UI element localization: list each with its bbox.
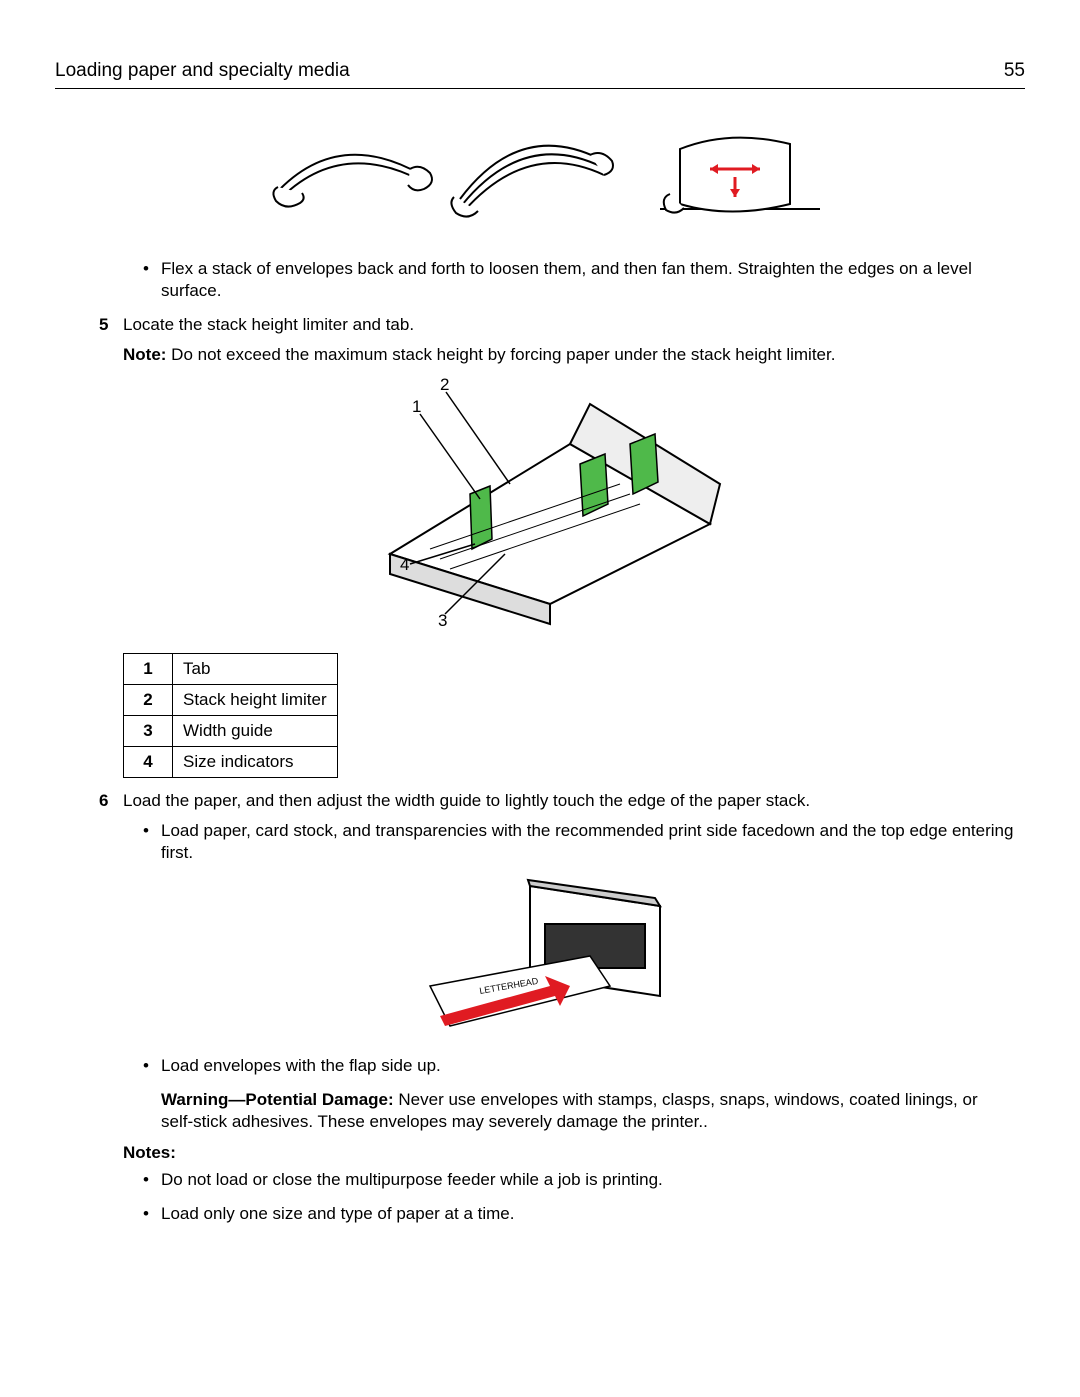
notes-item-2-text: Load only one size and type of paper at … — [161, 1203, 1015, 1225]
legend-val: Width guide — [173, 716, 338, 747]
callout-3: 3 — [438, 611, 447, 630]
legend-table: 1 Tab 2 Stack height limiter 3 Width gui… — [123, 653, 338, 778]
notes-item-1-text: Do not load or close the multipurpose fe… — [161, 1169, 1015, 1191]
legend-key: 2 — [124, 685, 173, 716]
step-6-sub1-text: Load paper, card stock, and transparenci… — [161, 820, 1015, 864]
step-6-sub2: • Load envelopes with the flap side up. — [143, 1055, 1015, 1077]
legend-key: 4 — [124, 747, 173, 778]
note-text: Do not exceed the maximum stack height b… — [166, 345, 835, 364]
header-title: Loading paper and specialty media — [55, 60, 350, 82]
step-5-text: Locate the stack height limiter and tab. — [123, 315, 414, 334]
table-row: 3 Width guide — [124, 716, 338, 747]
bullet-icon: • — [143, 1203, 161, 1225]
figure-flex-envelopes — [55, 119, 1025, 244]
warning-label: Warning—Potential Damage: — [161, 1090, 394, 1109]
page-header: Loading paper and specialty media 55 — [55, 60, 1025, 89]
flex-illustration — [260, 119, 820, 239]
callout-1: 1 — [412, 397, 421, 416]
legend-key: 1 — [124, 654, 173, 685]
tray-illustration: 1 2 4 3 — [320, 374, 760, 634]
manual-page: Loading paper and specialty media 55 — [0, 0, 1080, 1397]
header-page-number: 55 — [1004, 60, 1025, 82]
table-row: 2 Stack height limiter — [124, 685, 338, 716]
bullet-icon: • — [143, 820, 161, 864]
legend-val: Size indicators — [173, 747, 338, 778]
step-number: 6 — [99, 790, 123, 812]
callout-4: 4 — [400, 555, 409, 574]
step-5-note: Note: Do not exceed the maximum stack he… — [123, 344, 1015, 366]
step-6-sub1: • Load paper, card stock, and transparen… — [143, 820, 1015, 864]
bullet-icon: • — [143, 1169, 161, 1191]
legend-val: Tab — [173, 654, 338, 685]
notes-heading: Notes: — [123, 1143, 1025, 1163]
bullet-flex: • Flex a stack of envelopes back and for… — [143, 258, 1015, 302]
step-5: 5 Locate the stack height limiter and ta… — [99, 314, 1015, 336]
table-row: 1 Tab — [124, 654, 338, 685]
step-6-sub2-text: Load envelopes with the flap side up. — [161, 1055, 1015, 1077]
legend-key: 3 — [124, 716, 173, 747]
note-label: Note: — [123, 345, 166, 364]
table-row: 4 Size indicators — [124, 747, 338, 778]
callout-2: 2 — [440, 375, 449, 394]
bullet-flex-text: Flex a stack of envelopes back and forth… — [161, 258, 1015, 302]
legend-val: Stack height limiter — [173, 685, 338, 716]
figure-tray-callouts: 1 2 4 3 — [55, 374, 1025, 639]
bullet-icon: • — [143, 1055, 161, 1077]
bullet-icon: • — [143, 258, 161, 302]
notes-item-2: • Load only one size and type of paper a… — [143, 1203, 1015, 1225]
warning-block: Warning—Potential Damage: Never use enve… — [161, 1089, 1015, 1133]
insert-illustration: LETTERHEAD — [410, 876, 670, 1036]
step-6: 6 Load the paper, and then adjust the wi… — [99, 790, 1015, 812]
notes-item-1: • Do not load or close the multipurpose … — [143, 1169, 1015, 1191]
step-6-text: Load the paper, and then adjust the widt… — [123, 791, 810, 810]
step-number: 5 — [99, 314, 123, 336]
figure-insert-paper: LETTERHEAD — [55, 876, 1025, 1041]
